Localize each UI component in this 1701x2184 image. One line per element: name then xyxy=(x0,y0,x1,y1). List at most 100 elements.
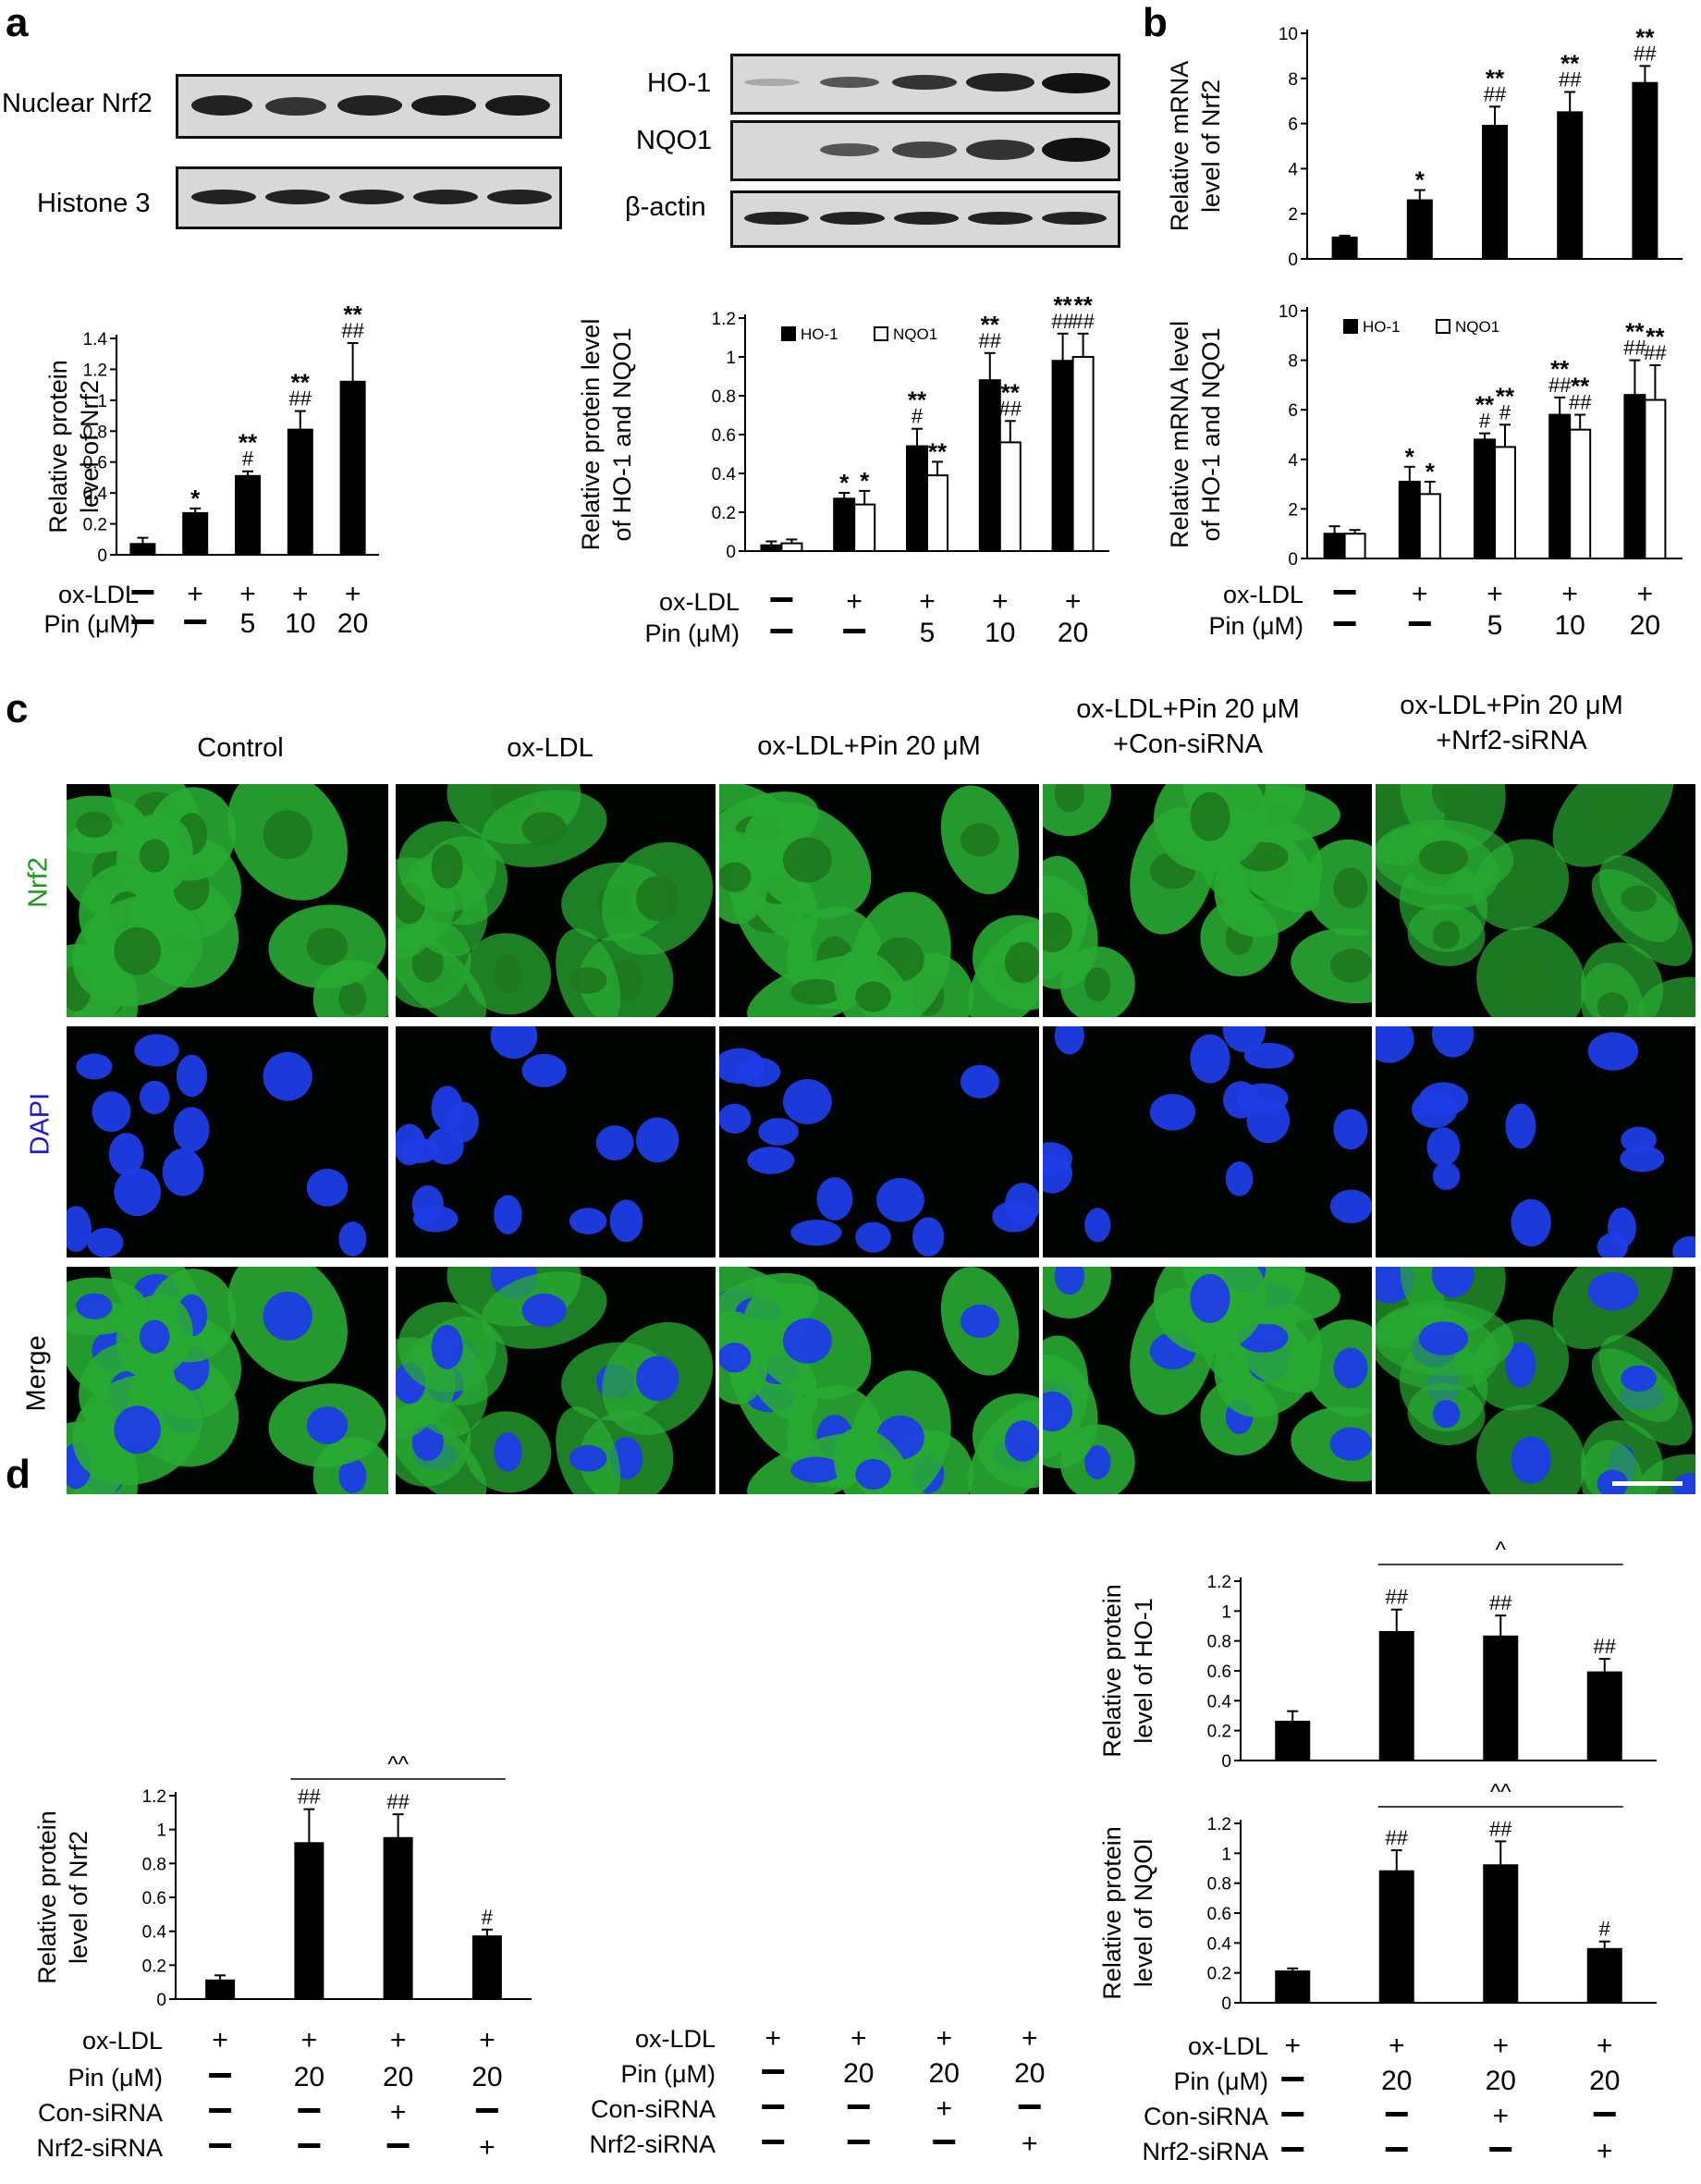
treatment-value: 5 xyxy=(920,618,936,648)
treatment-value: 5 xyxy=(1487,610,1503,641)
minus-sign xyxy=(131,590,154,595)
minus-sign xyxy=(1385,2112,1408,2117)
chart-d1: 0 0.2 0.4 0.6 0.8 1 1.2 Relative protein level o… xyxy=(33,1752,532,2010)
y-axis-label: Relative protein level of Nrf2 xyxy=(33,1810,92,1984)
significance-mark: ** xyxy=(1486,64,1505,92)
micrograph-merge-0 xyxy=(67,1267,388,1494)
micrograph-dapi-0 xyxy=(67,1026,388,1258)
bar xyxy=(1343,533,1366,560)
bar xyxy=(182,511,209,556)
treatment-row-label: Pin (μM) xyxy=(644,620,740,647)
micrograph-merge-2 xyxy=(719,1267,1039,1494)
y-tick-label: 6 xyxy=(1288,116,1298,135)
scale-bar xyxy=(1612,1481,1683,1486)
significance-mark: ## xyxy=(341,319,364,342)
minus-sign xyxy=(770,597,793,602)
bar xyxy=(1378,1870,1414,2004)
significance-mark: ## xyxy=(1489,1817,1512,1840)
treatment-value: + xyxy=(1065,586,1082,617)
bar xyxy=(1418,493,1441,560)
bar xyxy=(1398,480,1421,559)
y-tick-label: 0.2 xyxy=(712,504,736,523)
micrograph-nrf2-1 xyxy=(396,784,716,1017)
treatment-value: + xyxy=(1389,2031,1405,2061)
treatment-value: + xyxy=(212,2025,228,2055)
y-tick-label: 0.6 xyxy=(1207,1663,1231,1682)
micrograph-nrf2-2 xyxy=(719,784,1039,1017)
treatment-value: + xyxy=(1487,579,1503,609)
significance-mark: ## xyxy=(1484,82,1507,105)
significance-mark: ## xyxy=(1386,1586,1409,1609)
significance-mark: # xyxy=(1599,1918,1611,1941)
condition-label-con-sirna: ox-LDL+Pin 20 μM +Con-siRNA xyxy=(1076,694,1300,759)
bar xyxy=(1071,356,1095,552)
bar xyxy=(1482,125,1508,260)
significance-mark: # xyxy=(1499,400,1511,423)
treatment-value: + xyxy=(765,2023,781,2054)
minus-sign xyxy=(770,629,793,633)
y-tick-label: 0 xyxy=(97,546,107,566)
treatment-value: + xyxy=(187,579,203,609)
y-axis-label: Relative mRNA level of Nrf2 xyxy=(1166,61,1225,232)
bar xyxy=(1378,1630,1414,1762)
treatment-value: 20 xyxy=(1486,2066,1516,2096)
significance-mark: ## xyxy=(1594,1635,1617,1658)
minus-sign xyxy=(847,2104,870,2109)
y-tick-label: 1 xyxy=(156,1822,166,1841)
y-axis-label: Relative protein level of Nrf2 xyxy=(44,360,104,534)
y-tick-label: 0.6 xyxy=(1207,1905,1231,1924)
y-tick-label: 0.6 xyxy=(712,426,736,446)
significance-mark: * xyxy=(860,467,870,495)
legend-swatch xyxy=(874,326,888,341)
y-tick-label: 0.6 xyxy=(83,454,107,473)
minus-sign xyxy=(762,2140,785,2144)
treatment-row-label: Con-siRNA xyxy=(38,2099,163,2127)
minus-sign xyxy=(475,2108,498,2113)
y-tick-label: 0.8 xyxy=(1207,1875,1231,1895)
chart-b2: 0 2 4 6 8 10 Relative mRNA level of HO-1 and NQ… xyxy=(1166,302,1683,570)
significance-mark: * xyxy=(1426,458,1436,485)
treatment-value: 20 xyxy=(843,2058,874,2089)
condition-label-oxldl-pin: ox-LDL+Pin 20 μM xyxy=(757,731,981,761)
bar xyxy=(129,543,156,556)
treatment-value: + xyxy=(390,2025,407,2055)
bar xyxy=(1483,1635,1519,1761)
bar xyxy=(1632,81,1658,261)
blot-histone3 xyxy=(176,166,562,229)
y-tick-label: 0.4 xyxy=(83,485,108,504)
bracket-label: ^ xyxy=(1496,1538,1507,1563)
significance-mark: * xyxy=(1415,166,1426,194)
significance-mark: ## xyxy=(1634,42,1657,65)
treatment-row-label: Pin (μM) xyxy=(43,610,139,638)
chart-d2: 0 0.2 0.4 0.6 0.8 1 1.2 Relative protein level o… xyxy=(1098,1538,1657,1772)
treatment-row-label: Pin (μM) xyxy=(620,2060,716,2088)
treatment-value: 20 xyxy=(1014,2058,1045,2089)
micrograph-dapi-4 xyxy=(1376,1026,1695,1258)
minus-sign xyxy=(131,620,154,624)
y-tick-label: 0.4 xyxy=(142,1923,167,1943)
treatment-table-d1: ox-LDL Pin (μM) Con-siRNA Nrf2-siRNA + + + +20 2… xyxy=(36,2025,502,2163)
significance-mark: ## xyxy=(298,1785,321,1809)
significance-mark: ** xyxy=(1571,373,1590,400)
y-tick-label: 10 xyxy=(1279,302,1298,322)
micrograph-merge-3 xyxy=(1043,1267,1372,1494)
significance-mark: ## xyxy=(1051,310,1074,333)
bar xyxy=(1586,1947,1622,2005)
treatment-value: + xyxy=(301,2025,318,2055)
minus-sign xyxy=(1018,2104,1041,2109)
significance-mark: # xyxy=(1479,410,1491,433)
y-tick-label: 1 xyxy=(1221,1602,1231,1622)
chart-a2: 0 0.2 0.4 0.6 0.8 1 1.2 Relative protein level o… xyxy=(577,291,1109,562)
micrograph-nrf2-3 xyxy=(1043,784,1372,1017)
significance-mark: ** xyxy=(291,369,311,397)
bar xyxy=(383,1836,413,2001)
treatment-value: + xyxy=(479,2132,496,2163)
significance-mark: ** xyxy=(1496,382,1515,410)
treatment-value: 10 xyxy=(985,618,1015,648)
y-tick-label: 6 xyxy=(1288,401,1298,421)
blot-label-ho1: HO-1 xyxy=(647,68,712,98)
treatment-row-label: ox-LDL xyxy=(1188,2032,1268,2060)
minus-sign xyxy=(847,2140,870,2144)
y-tick-label: 0.2 xyxy=(83,516,107,535)
significance-mark: * xyxy=(1405,443,1415,471)
